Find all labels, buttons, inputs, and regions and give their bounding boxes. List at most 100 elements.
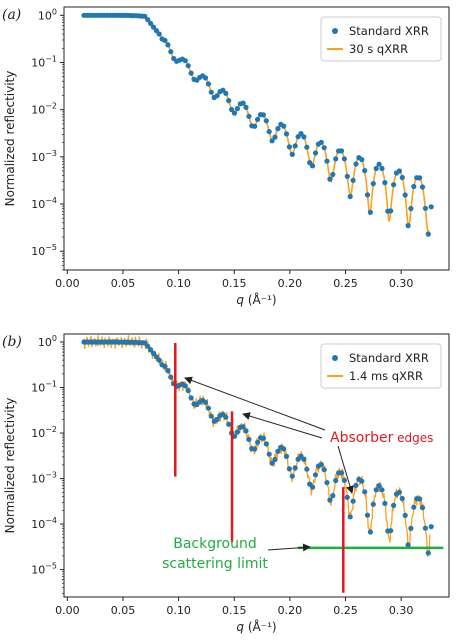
data-point [240, 424, 246, 430]
data-point [411, 183, 417, 190]
data-point [310, 484, 316, 490]
x-tick-label: 0.20 [278, 604, 303, 617]
data-point [202, 399, 209, 405]
data-point [359, 478, 365, 484]
data-point [286, 466, 292, 472]
y-tick-label: 10−5 [31, 243, 57, 258]
data-point [347, 514, 353, 520]
x-tick-label: 0.30 [389, 604, 414, 617]
data-point [188, 395, 194, 401]
data-point [428, 204, 434, 210]
data-point [281, 446, 287, 452]
data-point [234, 429, 240, 435]
y-axis-label: Normalized reflectivity [3, 398, 17, 534]
data-point [255, 439, 261, 445]
data-point [214, 93, 220, 99]
data-point [208, 413, 214, 419]
y-tick-label: 10−3 [31, 471, 57, 486]
data-point [168, 49, 174, 55]
legend-label: 30 s qXRR [349, 42, 408, 56]
data-point [425, 550, 431, 556]
data-point [353, 161, 359, 167]
data-point [162, 37, 168, 44]
chart-panel-a: 0.00 0.05 0.10 0.15 0.20 0.25 0.30 100 10−1 10−2 1… [2, 6, 450, 307]
data-point [350, 177, 356, 183]
x-tick-label: 0.00 [55, 604, 80, 617]
panel-label: (a) [2, 7, 21, 23]
data-point [333, 156, 339, 162]
data-point [364, 512, 371, 518]
data-point [422, 525, 428, 531]
y-tick-label: 10−2 [31, 425, 57, 440]
data-point [362, 489, 368, 495]
data-point [269, 138, 275, 144]
data-point [226, 421, 232, 427]
data-point [391, 182, 397, 188]
y-tick-label: 10−2 [31, 102, 57, 117]
data-point [367, 209, 373, 215]
y-tick-label: 10−1 [31, 380, 57, 395]
x-tick-label: 0.25 [333, 604, 358, 617]
data-point [347, 193, 353, 200]
data-point [150, 350, 157, 356]
data-point [165, 368, 171, 374]
data-point [312, 472, 319, 478]
background-label-line2: scattering limit [162, 556, 268, 572]
annotation-arrow [184, 376, 326, 431]
data-point [188, 70, 194, 76]
data-point [324, 158, 330, 164]
data-point [376, 483, 382, 489]
y-tick-label: 10−3 [31, 149, 57, 164]
data-point [252, 446, 258, 452]
data-point [263, 441, 269, 447]
data-point [272, 456, 278, 463]
data-point [399, 495, 405, 502]
data-point [379, 165, 385, 172]
data-point [304, 144, 310, 150]
series-line-1.4-ms-qxrr [83, 335, 431, 557]
panel-label: (b) [2, 334, 22, 350]
data-point [388, 208, 394, 214]
data-point [205, 81, 211, 87]
data-point [223, 414, 229, 420]
data-point [379, 487, 385, 493]
legend-box [320, 343, 442, 389]
data-point [408, 205, 414, 212]
x-tick-label: 0.25 [333, 277, 358, 290]
data-point [223, 90, 229, 96]
data-point [286, 144, 292, 150]
x-tick-label: 0.05 [111, 604, 136, 617]
plot-frame [63, 333, 450, 598]
data-point [367, 529, 373, 535]
data-point [362, 168, 368, 174]
x-axis-label: q (Å⁻¹) [236, 619, 276, 634]
x-tick-label: 0.10 [166, 277, 191, 290]
chart-panel-b: 0.00 0.05 0.10 0.15 0.20 0.25 0.30 100 10−1 10−2 1… [2, 333, 450, 634]
data-point [373, 487, 379, 493]
data-point [231, 110, 238, 116]
y-tick-label: 10−4 [31, 516, 57, 531]
data-point [289, 151, 295, 157]
data-point [260, 112, 266, 118]
data-point [417, 496, 423, 502]
data-point [388, 528, 394, 534]
legend-box [320, 16, 442, 62]
annotation-arrow [242, 412, 323, 439]
data-point [330, 171, 336, 178]
data-point [405, 542, 411, 548]
data-point [289, 473, 295, 479]
data-point [370, 181, 376, 187]
data-point [246, 436, 252, 442]
data-point [266, 129, 272, 135]
legend: Standard XRR 30 s qXRR [320, 16, 442, 62]
x-tick-label: 0.10 [166, 604, 191, 617]
data-point [344, 173, 350, 179]
legend: Standard XRR 1.4 ms qXRR [320, 343, 442, 389]
data-point [382, 180, 388, 186]
y-axis-label: Normalized reflectivity [3, 71, 17, 207]
data-point [422, 205, 428, 211]
data-point [229, 107, 235, 113]
data-point [165, 42, 171, 48]
data-point [405, 223, 411, 229]
